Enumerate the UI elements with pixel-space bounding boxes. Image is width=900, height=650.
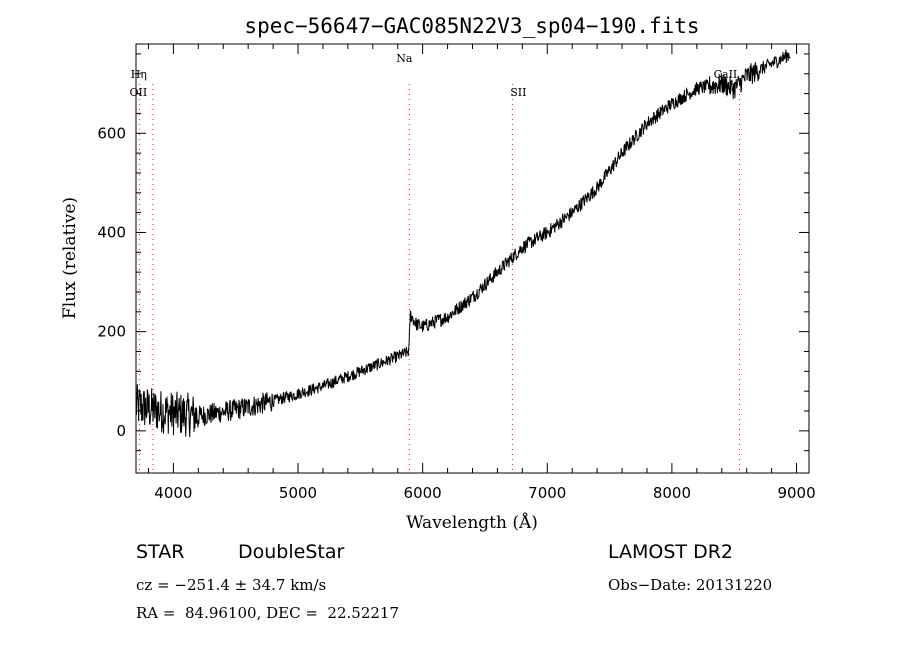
x-tick-label: 8000: [653, 484, 691, 502]
y-axis-label: Flux (relative): [60, 197, 80, 319]
spectral-line-label: Hη: [131, 68, 147, 81]
x-axis-label: Wavelength (Å): [406, 512, 538, 533]
y-tick-label: 0: [116, 422, 126, 440]
coordinates-readout: RA = 84.96100, DEC = 22.52217: [136, 604, 400, 622]
spectrum-line: [135, 49, 791, 438]
x-tick-label: 7000: [528, 484, 566, 502]
object-class: STAR: [136, 541, 185, 563]
x-tick-label: 5000: [279, 484, 317, 502]
chart-title: spec−56647−GAC085N22V3_sp04−190.fits: [244, 14, 699, 38]
spectral-line-label: OII: [130, 86, 148, 99]
y-tick-label: 400: [97, 223, 126, 241]
plot-frame: [135, 43, 810, 474]
redshift-readout: cz = −251.4 ± 34.7 km/s: [136, 576, 327, 594]
x-tick-label: 9000: [777, 484, 815, 502]
y-tick-label: 600: [97, 124, 126, 142]
survey-name: LAMOST DR2: [608, 541, 733, 563]
observation-date: Obs−Date: 20131220: [608, 576, 773, 594]
x-tick-label: 6000: [404, 484, 442, 502]
object-subclass: DoubleStar: [238, 541, 345, 563]
x-tick-label: 4000: [154, 484, 192, 502]
spectral-line-label: SII: [510, 86, 526, 99]
y-tick-label: 200: [97, 323, 126, 341]
spectral-line-label: Na: [396, 52, 413, 65]
